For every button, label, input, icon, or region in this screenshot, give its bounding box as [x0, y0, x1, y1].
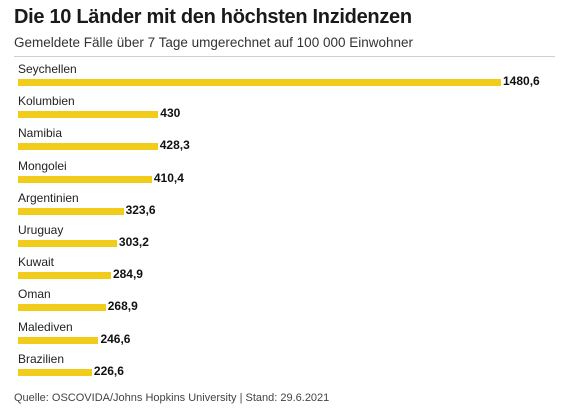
- bar: [18, 207, 124, 215]
- bar-row: Argentinien 323,6: [18, 191, 558, 221]
- value-label: 323,6: [125, 202, 156, 217]
- value-label: 246,6: [100, 331, 131, 346]
- bar: [18, 175, 152, 183]
- bar-row: Mongolei 410,4: [18, 159, 558, 189]
- bar: [18, 240, 117, 247]
- value-label: 268,9: [107, 299, 138, 314]
- bar: [18, 336, 99, 344]
- category-label: Seychellen: [18, 62, 77, 76]
- bar-row: Oman 268,9: [18, 287, 558, 317]
- bar: [18, 272, 111, 280]
- value-label: 226,6: [93, 363, 124, 378]
- bar-row: Namibia 428,3: [18, 126, 558, 156]
- category-label: Namibia: [18, 126, 63, 141]
- bar: [18, 79, 501, 86]
- category-label: Kolumbien: [18, 94, 75, 109]
- chart-title: Die 10 Länder mit den höchsten Inzidenze…: [14, 6, 412, 28]
- title-divider: [14, 56, 555, 57]
- bar-row: Kolumbien 430: [18, 94, 558, 124]
- bar: [18, 111, 159, 119]
- category-label: Argentinien: [18, 190, 79, 205]
- value-label: 1480,6: [503, 74, 540, 88]
- bar-row: Malediven 246,6: [18, 320, 558, 350]
- category-label: Kuwait: [18, 255, 55, 270]
- value-label: 430: [160, 106, 181, 121]
- category-label: Brazilien: [18, 351, 65, 366]
- bar-row: Uruguay 303,2: [18, 223, 558, 253]
- bar: [18, 143, 158, 151]
- bar: [18, 304, 106, 312]
- bar-row: Brazilien 226,6: [18, 352, 558, 382]
- category-label: Mongolei: [18, 158, 67, 173]
- source-note: Quelle: OSCOVIDA/Johns Hopkins Universit…: [14, 392, 330, 404]
- chart-subtitle: Gemeldete Fälle über 7 Tage umgerechnet …: [14, 35, 414, 50]
- value-label: 410,4: [153, 170, 184, 185]
- bar-row: Seychellen 1480,6: [18, 62, 558, 92]
- bar-row: Kuwait 284,9: [18, 255, 558, 285]
- category-label: Oman: [18, 287, 51, 302]
- value-label: 428,3: [159, 138, 190, 153]
- category-label: Malediven: [18, 319, 73, 334]
- value-label: 303,2: [118, 235, 149, 249]
- category-label: Uruguay: [18, 223, 64, 237]
- value-label: 284,9: [112, 267, 143, 282]
- bar: [18, 368, 92, 376]
